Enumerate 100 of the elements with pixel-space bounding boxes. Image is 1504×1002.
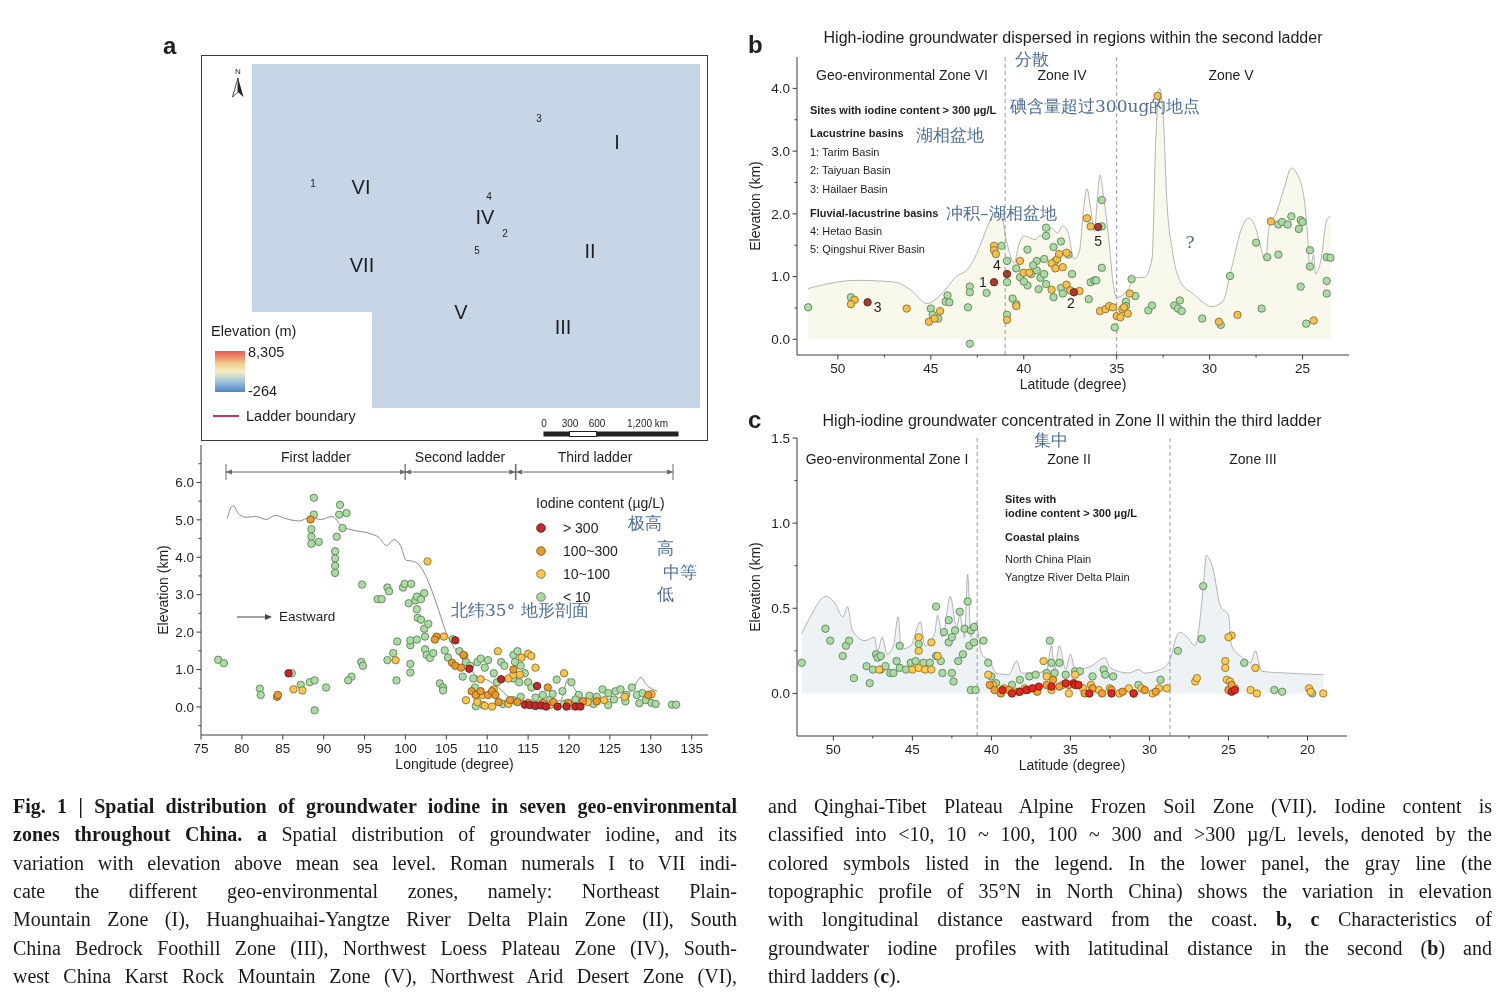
text: III [554,315,572,339]
annotation: 5: Qingshui River Basin [810,242,925,256]
text: groundwater iodine profiles with latitudinal distance in the second ( [768,936,1428,959]
x-tick-label: 50 [825,741,841,757]
annotation: Eastward [279,609,336,625]
annotation: 冲积–湖相盆地 [946,203,1057,224]
x-tick-label: 25 [1220,741,1236,757]
x-tick-label: 35 [1109,360,1125,376]
y-axis-title: Elevation (km) [154,545,172,635]
y-tick-label: 1.0 [175,662,194,678]
annotation: Second ladder [414,448,506,466]
text: -264 [248,382,278,400]
x-tick-label: 90 [316,740,332,756]
annotation: iodine content > 300 µg/L [1005,506,1137,520]
x-tick-label: 25 [1295,360,1311,376]
legend-title: Iodine content (µg/L) [536,495,665,512]
text: II [584,239,596,263]
annotation: 碘含量超过300ug的地点 [1010,96,1201,117]
text: 4 [486,191,492,203]
text: Ladder boundary [246,407,356,425]
y-axis-title: Elevation (km) [746,542,764,632]
text: topographic profile of 35°N in North China) shows the variation in elevation [768,879,1492,902]
annotation: 2 [1067,295,1075,312]
y-tick-label: 4.0 [175,549,194,565]
text: VI [351,175,371,199]
y-tick-label: 6.0 [175,475,194,491]
text: V [454,300,468,324]
y-axis-title: Elevation (km) [746,161,764,251]
text: N [235,67,241,77]
text: west China Karst Rock Mountain Zone (V), Northwest Arid Desert Zone (VI), [13,964,737,987]
annotation: First ladder [280,448,352,466]
x-tick-label: 40 [1016,360,1032,376]
legend-label: 100~300 [563,542,618,559]
chart-title: High-iodine groundwater dispersed in regions within the second ladder [823,28,1323,48]
annotation: 4: Hetao Basin [810,224,883,238]
annotation: Sites with iodine content > 300 µg/L [810,103,997,117]
y-tick-label: 1.0 [771,269,790,285]
x-tick-label: 95 [357,740,373,756]
text: b [748,31,763,59]
x-tick-label: 35 [1062,741,1078,757]
x-tick-label: 45 [923,360,939,376]
text: 2 [502,228,508,240]
x-tick-label: 110 [476,740,498,756]
y-tick-label: 0.5 [771,601,790,617]
x-tick-label: 30 [1141,741,1157,757]
annotation: 高 [657,538,674,559]
annotation: North China Plain [1005,552,1092,566]
y-tick-label: 0.0 [771,686,790,702]
annotation: Yangtze River Delta Plain [1005,570,1130,584]
x-tick-label: 120 [557,740,581,756]
text: Spatial distribution of groundwater iodine, and its [280,823,738,846]
x-axis-title: Latitude (degree) [1018,756,1126,774]
text: b, c [1275,908,1320,931]
x-tick-label: 30 [1202,360,1218,376]
annotation: 2: Taiyuan Basin [810,163,891,177]
text: I [614,130,620,154]
x-tick-label: 125 [598,740,622,756]
caption: Fig. 1 | Spatial distribution of groundwater iodine in seven geo-environmental [13,795,737,817]
annotation: Lacustrine basins [810,126,904,140]
text: 600 [588,418,606,430]
y-tick-label: 1.5 [771,430,790,446]
annotation: 3 [873,299,882,316]
x-tick-label: 135 [680,740,703,756]
annotation: Zone V [1208,66,1254,84]
annotation: ? [1185,232,1195,253]
text: ). [889,964,901,987]
annotation: 湖相盆地 [916,125,984,146]
x-tick-label: 80 [234,740,250,756]
annotation: Third ladder [557,448,633,466]
text: ) and [1438,936,1492,959]
text: b [1427,936,1439,959]
text: 1,200 km [627,418,669,430]
text: 8,305 [248,343,285,361]
annotation: Geo-environmental Zone I [805,450,969,468]
legend-label: > 300 [563,519,599,536]
legend-label: 10~100 [563,565,611,582]
y-tick-label: 3.0 [175,587,194,603]
x-axis-title: Longitude (degree) [395,755,514,773]
text: Elevation (m) [211,322,297,340]
chart-title: High-iodine groundwater concentrated in Zone II within the third ladder [822,411,1322,431]
text: VII [349,253,375,277]
annotation: 低 [657,584,674,605]
x-tick-label: 45 [904,741,920,757]
text: cate the different geo-environmental zones, namely: Northeast Plain- [13,879,737,902]
x-tick-label: 20 [1299,741,1315,757]
text: colored symbols listed in the legend. In the lower panel, the gray line (the [768,851,1492,874]
text: third ladders ( [768,964,881,987]
x-tick-label: 85 [275,740,291,756]
text: and Qinghai-Tibet Plateau Alpine Frozen Soil Zone (VII). Iodine content is [768,795,1492,817]
annotation: 4 [993,257,1001,274]
text: 1 [310,178,316,190]
annotation: 3: Hailaer Basin [810,182,888,196]
text: IV [475,205,495,229]
text: with longitudinal distance eastward from the coast. [768,908,1259,931]
text: Mountain Zone (I), Huanghuaihai-Yangtze River Delta Plain Zone (II), South [13,908,737,931]
text: variation with elevation above mean sea level. Roman numerals I to VII indi- [13,851,737,874]
annotation: Geo-environmental Zone VI [816,66,988,84]
annotation: Coastal plains [1005,530,1080,544]
text: China Bedrock Foothill Zone (III), Northwest Loess Plateau Zone (IV), South- [13,936,737,959]
x-tick-label: 100 [394,740,417,756]
